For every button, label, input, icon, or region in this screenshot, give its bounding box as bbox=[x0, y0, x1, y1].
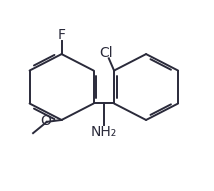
Text: Cl: Cl bbox=[99, 46, 112, 60]
Text: F: F bbox=[58, 28, 65, 42]
Text: NH₂: NH₂ bbox=[91, 125, 117, 139]
Text: O: O bbox=[40, 114, 51, 128]
